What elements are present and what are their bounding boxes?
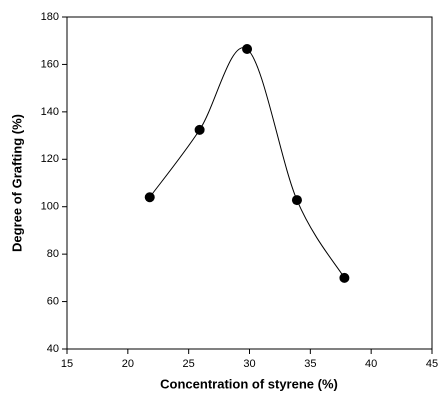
y-tick-label: 100 bbox=[41, 201, 59, 213]
x-tick-label: 20 bbox=[122, 358, 134, 370]
y-axis-title: Degree of Grafting (%) bbox=[9, 114, 24, 252]
x-tick-label: 30 bbox=[243, 358, 255, 370]
y-tick-label: 80 bbox=[47, 248, 59, 260]
y-tick-label: 140 bbox=[41, 106, 59, 118]
data-point bbox=[291, 195, 302, 206]
y-tick-label: 120 bbox=[41, 153, 59, 165]
data-point bbox=[339, 272, 350, 283]
x-tick-label: 25 bbox=[183, 358, 195, 370]
x-tick-label: 35 bbox=[304, 358, 316, 370]
x-tick-label: 40 bbox=[365, 358, 377, 370]
data-point bbox=[242, 44, 253, 55]
y-tick-label: 40 bbox=[47, 343, 59, 355]
data-point bbox=[144, 192, 155, 203]
x-tick-label: 45 bbox=[426, 358, 438, 370]
plot-frame bbox=[66, 16, 433, 350]
y-tick-label: 60 bbox=[47, 295, 59, 307]
y-tick-label: 180 bbox=[41, 11, 59, 23]
x-tick-label: 15 bbox=[61, 358, 73, 370]
data-point bbox=[194, 124, 205, 135]
data-line bbox=[149, 47, 345, 279]
x-axis-title: Concentration of styrene (%) bbox=[160, 376, 338, 391]
y-tick-label: 160 bbox=[41, 58, 59, 70]
